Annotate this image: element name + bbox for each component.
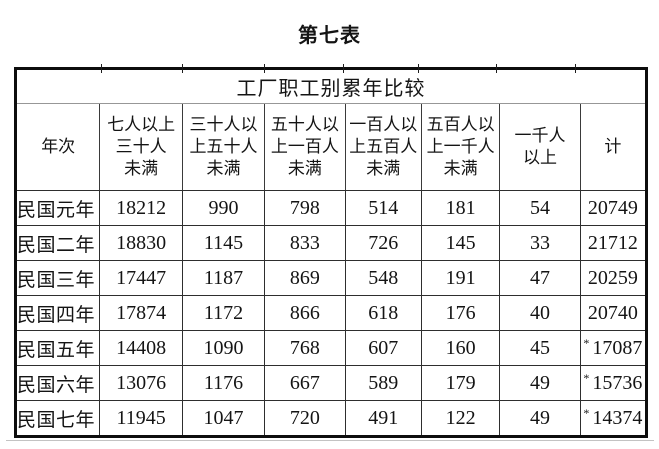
data-cell: 726 <box>344 225 422 261</box>
total-value: 20259 <box>587 266 638 289</box>
total-cell: * 14374 <box>579 400 648 437</box>
data-cell: 176 <box>420 295 501 331</box>
data-cell: 768 <box>264 330 346 366</box>
data-cell: 11945 <box>99 400 183 437</box>
footnote-marker: * <box>583 371 590 385</box>
total-value: 15736 <box>592 372 643 394</box>
footnote-marker: * <box>583 406 590 420</box>
page-title: 第七表 <box>298 25 361 47</box>
data-cell: 548 <box>344 260 422 296</box>
data-cell: 833 <box>264 225 346 261</box>
data-cell: 1172 <box>181 295 266 331</box>
scan-artifact-line <box>6 440 654 441</box>
data-cell: 179 <box>420 365 501 401</box>
rule-tick <box>495 64 497 73</box>
column-header-year: 年次 <box>14 103 101 191</box>
rule-tick <box>101 64 103 73</box>
total-cell: 20259 <box>579 260 648 296</box>
table-row: 民国七年 11945 1047 720 491 122 49 * 14374 <box>14 400 648 437</box>
year-cell: 民国二年 <box>14 225 101 261</box>
total-value: 20740 <box>587 301 638 324</box>
year-cell: 民国四年 <box>14 295 101 331</box>
total-cell: 20740 <box>579 295 648 331</box>
data-cell: 33 <box>499 225 581 261</box>
data-cell: 866 <box>264 295 346 331</box>
column-header-100-500: 一百人以 上五百人 未满 <box>344 103 422 191</box>
total-value: 14374 <box>592 407 643 429</box>
total-cell: 20749 <box>579 190 648 226</box>
data-cell: 181 <box>420 190 501 226</box>
rule-tick <box>574 64 576 73</box>
factory-workers-table: 工厂职工别累年比较 年次 七人以上 三十人 未满 三十人以 上五十人 未满 五十… <box>14 64 648 438</box>
total-cell: 21712 <box>579 225 648 261</box>
data-cell: 589 <box>344 365 422 401</box>
footnote-marker: * <box>583 336 590 350</box>
total-cell: * 15736 <box>579 365 648 401</box>
data-cell: 18830 <box>99 225 183 261</box>
data-cell: 607 <box>344 330 422 366</box>
year-cell: 民国七年 <box>14 400 101 437</box>
data-cell: 54 <box>499 190 581 226</box>
data-cell: 1187 <box>181 260 266 296</box>
data-cell: 122 <box>420 400 501 437</box>
column-header-7-30: 七人以上 三十人 未满 <box>99 103 183 191</box>
data-cell: 145 <box>420 225 501 261</box>
rule-tick <box>263 64 265 73</box>
data-cell: 1145 <box>181 225 266 261</box>
data-cell: 160 <box>420 330 501 366</box>
data-cell: 45 <box>499 330 581 366</box>
data-cell: 191 <box>420 260 501 296</box>
year-cell: 民国六年 <box>14 365 101 401</box>
total-value: 20749 <box>587 196 638 219</box>
data-cell: 1047 <box>181 400 266 437</box>
table-row: 民国四年 17874 1172 866 618 176 40 20740 <box>14 295 648 331</box>
column-header-1000-plus: 一千人 以上 <box>499 103 581 191</box>
data-cell: 990 <box>181 190 266 226</box>
rule-tick <box>418 64 420 73</box>
table-row: 民国三年 17447 1187 869 548 191 47 20259 <box>14 260 648 296</box>
data-cell: 40 <box>499 295 581 331</box>
data-cell: 720 <box>264 400 346 437</box>
data-cell: 17874 <box>99 295 183 331</box>
column-header-30-50: 三十人以 上五十人 未满 <box>181 103 266 191</box>
column-header-500-1000: 五百人以 上一千人 未满 <box>420 103 501 191</box>
data-cell: 17447 <box>99 260 183 296</box>
data-cell: 798 <box>264 190 346 226</box>
data-cell: 14408 <box>99 330 183 366</box>
data-cell: 514 <box>344 190 422 226</box>
data-cell: 667 <box>264 365 346 401</box>
data-cell: 1090 <box>181 330 266 366</box>
data-cell: 18212 <box>99 190 183 226</box>
data-cell: 49 <box>499 365 581 401</box>
column-header-50-100: 五十人以 上一百人 未满 <box>264 103 346 191</box>
table-row: 民国元年 18212 990 798 514 181 54 20749 <box>14 190 648 226</box>
year-cell: 民国元年 <box>14 190 101 226</box>
total-value: 21712 <box>587 231 638 254</box>
table-caption: 工厂职工别累年比较 <box>236 78 426 100</box>
rule-tick <box>342 64 344 73</box>
table-row: 民国五年 14408 1090 768 607 160 45 * 17087 <box>14 330 648 366</box>
data-cell: 618 <box>344 295 422 331</box>
data-cell: 49 <box>499 400 581 437</box>
data-cell: 869 <box>264 260 346 296</box>
year-cell: 民国五年 <box>14 330 101 366</box>
data-cell: 47 <box>499 260 581 296</box>
column-header-total: 计 <box>579 103 648 191</box>
table-caption-cell: 工厂职工别累年比较 <box>15 64 647 104</box>
table-row: 民国六年 13076 1176 667 589 179 49 * 15736 <box>14 365 648 401</box>
statistics-table-container: 工厂职工别累年比较 年次 七人以上 三十人 未满 三十人以 上五十人 未满 五十… <box>14 64 648 438</box>
year-cell: 民国三年 <box>14 260 101 296</box>
data-cell: 13076 <box>99 365 183 401</box>
total-cell: * 17087 <box>579 330 648 366</box>
rule-tick <box>182 64 184 73</box>
table-row: 民国二年 18830 1145 833 726 145 33 21712 <box>14 225 648 261</box>
column-header-row: 年次 七人以上 三十人 未满 三十人以 上五十人 未满 五十人以 上一百人 未满… <box>14 103 648 191</box>
caption-row: 工厂职工别累年比较 <box>15 64 647 104</box>
data-cell: 1176 <box>181 365 266 401</box>
total-value: 17087 <box>592 337 643 359</box>
data-cell: 491 <box>344 400 422 437</box>
